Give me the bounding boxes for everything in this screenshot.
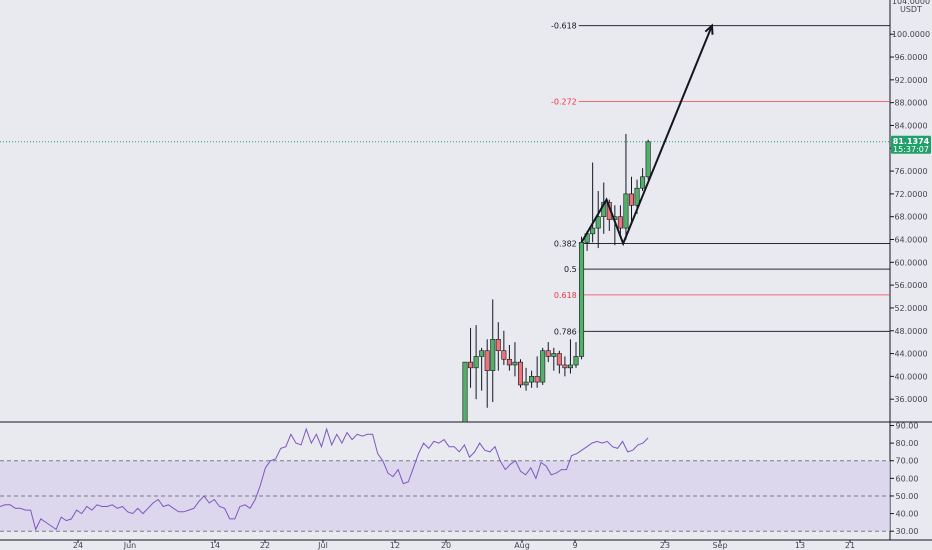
candle-body: [501, 350, 507, 360]
candle-body: [490, 339, 496, 371]
candle-body: [545, 350, 551, 357]
candle-body: [623, 193, 629, 229]
price-tick-label: 92.0000: [894, 76, 927, 85]
currency-label: USDT: [900, 5, 922, 14]
candle-body: [479, 350, 485, 357]
fib-level-label: -0.272: [551, 98, 577, 107]
countdown-label: 15:37:07: [893, 145, 929, 154]
rsi-pane: [0, 427, 890, 532]
fib-level-label: 0.618: [554, 291, 577, 300]
candle-body: [517, 361, 523, 386]
time-tick-label: Jun: [123, 541, 137, 550]
candle-body: [556, 353, 562, 366]
price-tick-label: 84.0000: [894, 121, 927, 130]
rsi-tick-label: 90.00: [896, 422, 919, 431]
price-tick-label: 76.0000: [894, 167, 927, 176]
candle-body: [512, 361, 518, 366]
rsi-tick-label: 60.00: [896, 474, 919, 483]
fib-level-label: -0.618: [551, 22, 577, 31]
price-tick-label: 96.0000: [894, 53, 927, 62]
candle-body: [534, 376, 540, 383]
price-tick-label: 36.0000: [894, 395, 927, 404]
rsi-tick-label: 70.00: [896, 457, 919, 466]
price-tick-label: 64.0000: [894, 236, 927, 245]
price-axis[interactable]: 104.0000 USDT 100.0000 96.0000 92.0000 88.0…: [890, 0, 931, 536]
candle-body: [495, 339, 501, 352]
candle-body: [551, 353, 557, 357]
rsi-line: [0, 427, 649, 531]
candle-body: [462, 361, 468, 423]
time-tick-label: 13: [795, 541, 805, 550]
price-tick-label: 60.0000: [894, 258, 927, 267]
candle-body: [473, 356, 479, 369]
price-tick-label: 68.0000: [894, 213, 927, 222]
candle-body: [484, 350, 490, 371]
time-tick-label: 22: [260, 541, 270, 550]
time-tick-label: 12: [390, 541, 400, 550]
time-tick-label: 23: [660, 541, 670, 550]
time-tick-label: 24: [73, 541, 83, 550]
price-tick-label: 44.0000: [894, 350, 927, 359]
price-tick-label: 48.0000: [894, 327, 927, 336]
rsi-tick-label: 30.00: [896, 527, 919, 536]
price-tick-label: 56.0000: [894, 281, 927, 290]
rsi-tick-label: 50.00: [896, 492, 919, 501]
candle-body: [506, 358, 512, 366]
time-axis[interactable]: 24 Jun 14 22 Jul 12 20 Aug 9 23 Sep 13 21: [73, 540, 855, 550]
fib-level-label: 0.786: [554, 327, 577, 336]
candle-body: [529, 376, 535, 383]
candle-body: [645, 141, 651, 178]
projection-arrowhead: [704, 23, 714, 35]
candle-body: [628, 193, 634, 206]
price-tick-label: 100.0000: [892, 30, 930, 39]
fib-level-label: 0.382: [554, 240, 577, 249]
fib-level-label: 0.5: [564, 265, 577, 274]
candle-body: [579, 242, 585, 357]
candle-body: [640, 176, 646, 189]
candle-body: [634, 187, 640, 206]
candle-body: [468, 361, 474, 369]
candle-body: [573, 356, 579, 366]
price-tick-label: 88.0000: [894, 99, 927, 108]
axis-top-tick: 104.0000: [892, 0, 930, 6]
price-tick-label: 40.0000: [894, 372, 927, 381]
time-tick-label: 9: [572, 541, 577, 550]
last-price-label: 81.1374: [893, 137, 930, 146]
price-tick-label: 72.0000: [894, 190, 927, 199]
candle-body: [567, 364, 573, 369]
time-tick-label: 21: [845, 541, 855, 550]
price-tick-label: 52.0000: [894, 304, 927, 313]
time-tick-label: Sep: [712, 541, 727, 550]
candle-body: [540, 350, 546, 383]
candle-body: [523, 381, 529, 386]
last-price-badge: [891, 135, 931, 154]
candle-body: [617, 216, 623, 229]
time-tick-label: Jul: [317, 541, 328, 550]
projection-path: [580, 25, 713, 247]
rsi-tick-label: 40.00: [896, 510, 919, 519]
rsi-tick-label: 80.00: [896, 439, 919, 448]
candle-body: [595, 216, 601, 229]
candle-body: [590, 227, 596, 235]
time-tick-label: 20: [441, 541, 451, 550]
candle-body: [562, 364, 568, 369]
time-tick-label: 14: [210, 541, 220, 550]
time-tick-label: Aug: [514, 541, 530, 550]
